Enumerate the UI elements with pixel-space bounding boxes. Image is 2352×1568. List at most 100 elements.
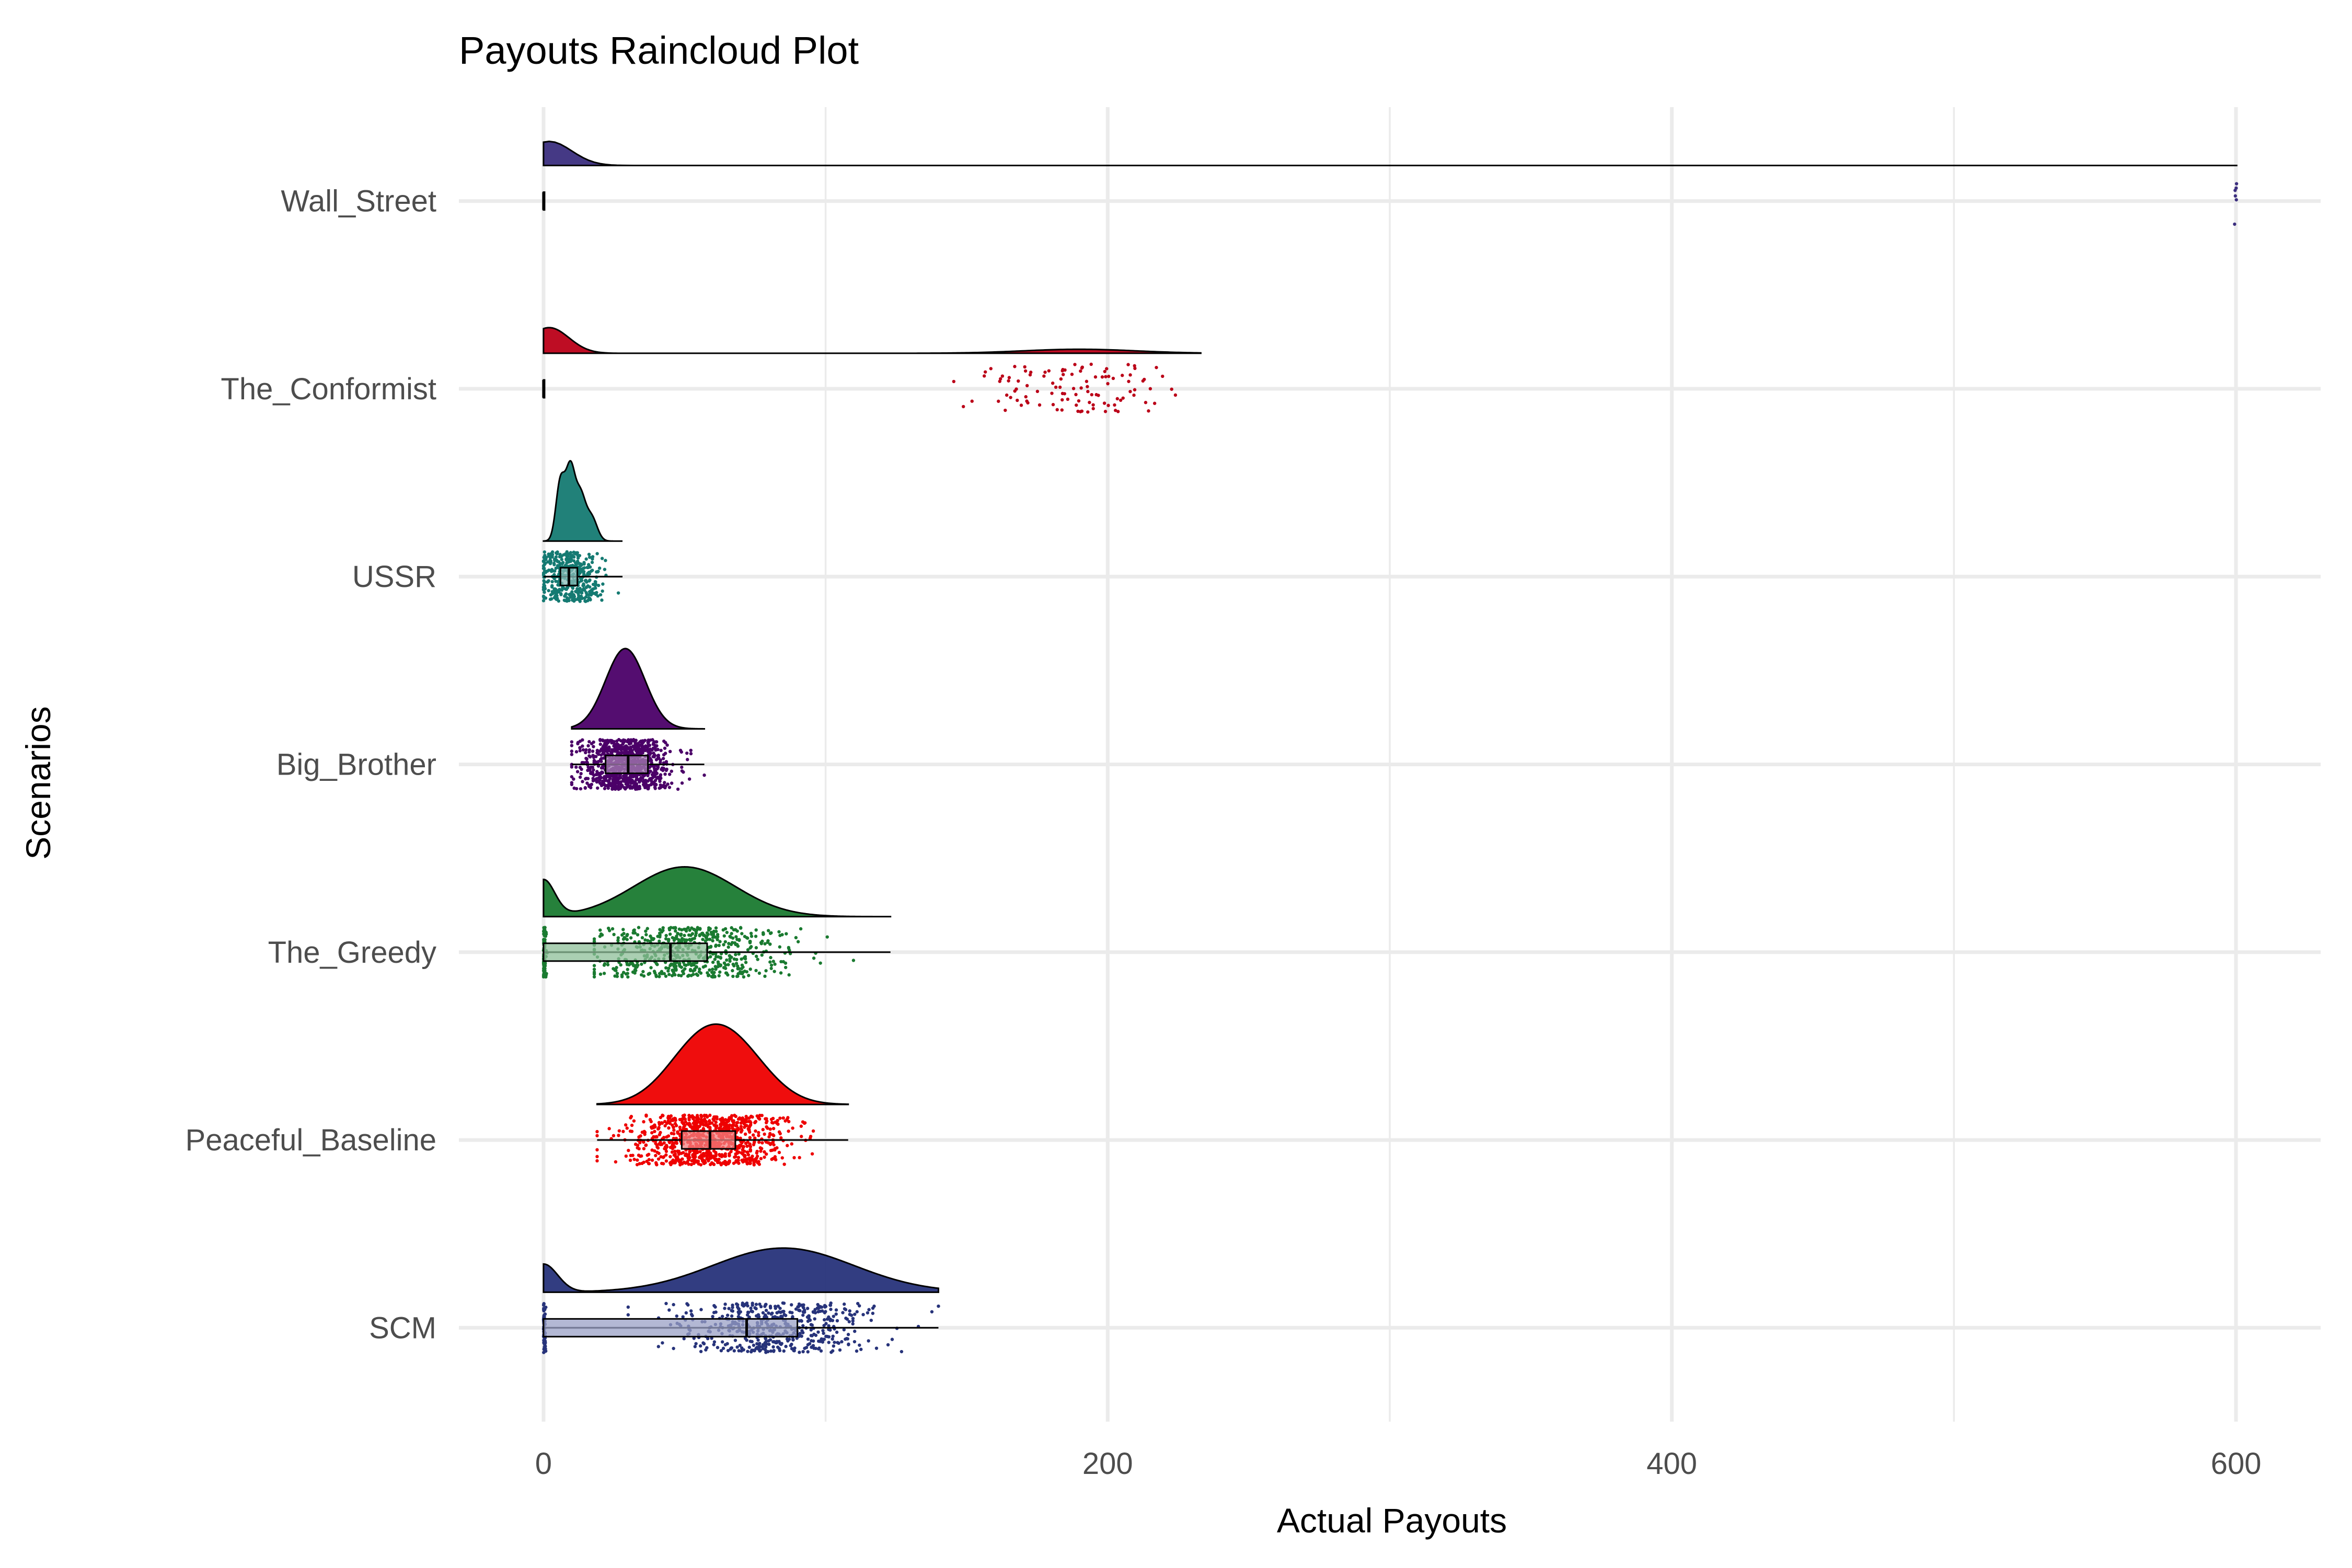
data-point: [766, 1350, 770, 1354]
data-point: [543, 926, 547, 929]
data-point: [737, 1349, 741, 1353]
data-point: [659, 1155, 663, 1159]
data-point: [747, 1345, 751, 1349]
data-point: [635, 782, 639, 786]
data-point: [595, 1148, 599, 1152]
data-point: [767, 1339, 770, 1343]
data-point: [748, 1148, 752, 1152]
data-point: [689, 1309, 693, 1313]
data-point: [570, 775, 574, 779]
data-point: [699, 1350, 703, 1353]
data-point: [613, 974, 617, 978]
data-point: [658, 778, 662, 781]
data-point: [716, 935, 720, 939]
data-point: [656, 1146, 660, 1150]
data-point: [688, 1150, 691, 1154]
box-body: [681, 1130, 736, 1150]
data-point: [799, 927, 803, 931]
data-point: [790, 1311, 794, 1315]
data-point: [592, 964, 596, 967]
data-point: [677, 938, 681, 942]
data-point: [787, 946, 791, 950]
data-point: [742, 975, 746, 979]
data-point: [652, 780, 656, 784]
density-cloud: [543, 327, 1202, 354]
data-point: [574, 765, 578, 769]
data-point: [1059, 377, 1063, 381]
data-point: [646, 939, 650, 942]
data-point: [682, 1125, 686, 1129]
data-point: [626, 1313, 630, 1317]
data-point: [720, 1340, 724, 1344]
data-point: [1055, 408, 1059, 412]
data-point: [831, 1334, 835, 1338]
data-point: [858, 1304, 861, 1308]
data-point: [659, 760, 662, 764]
data-point: [1089, 362, 1093, 366]
data-point: [680, 765, 684, 769]
data-point: [735, 943, 739, 947]
data-point: [664, 1149, 668, 1154]
data-point: [763, 1155, 766, 1159]
data-point: [694, 1342, 698, 1345]
data-point: [859, 1347, 863, 1351]
data-point: [783, 961, 788, 965]
data-point: [778, 1116, 782, 1120]
data-point: [725, 930, 729, 935]
data-point: [750, 1350, 753, 1354]
data-point: [847, 1320, 851, 1323]
data-point: [624, 1154, 628, 1158]
data-point: [597, 566, 602, 570]
data-point: [781, 1301, 785, 1305]
data-point: [711, 967, 714, 971]
data-point: [1080, 366, 1084, 370]
data-point: [595, 1134, 599, 1138]
data-point: [672, 1128, 676, 1132]
data-point: [842, 1328, 846, 1332]
data-point: [824, 1310, 827, 1313]
data-point: [1090, 393, 1094, 397]
data-point: [737, 1312, 741, 1316]
data-point: [640, 1131, 644, 1134]
data-point: [580, 591, 584, 595]
data-point: [734, 953, 737, 956]
data-point: [642, 748, 646, 752]
data-point: [607, 745, 611, 749]
data-point: [763, 974, 767, 978]
data-point: [653, 1149, 656, 1153]
data-point: [1132, 393, 1136, 397]
data-point: [666, 1115, 670, 1120]
data-point: [650, 1126, 654, 1130]
data-point: [766, 940, 769, 944]
data-point: [822, 1331, 825, 1335]
data-point: [673, 1160, 677, 1165]
data-point: [706, 932, 710, 936]
boxplots: [542, 191, 939, 1338]
data-point: [584, 751, 587, 755]
data-point: [829, 1307, 833, 1311]
data-point: [730, 931, 733, 936]
data-point: [747, 1120, 751, 1123]
data-point: [776, 1304, 780, 1308]
data-point: [728, 959, 732, 963]
data-point: [642, 1160, 645, 1164]
data-point: [851, 959, 856, 962]
data-point: [803, 1310, 806, 1314]
data-point: [636, 963, 640, 967]
data-point: [648, 769, 651, 774]
data-point: [664, 1147, 668, 1150]
data-point: [553, 569, 557, 573]
data-point: [824, 1305, 828, 1308]
data-point: [765, 1117, 768, 1121]
data-point: [782, 1162, 786, 1166]
data-point: [591, 591, 595, 595]
data-point: [642, 774, 647, 777]
data-point: [697, 1125, 701, 1128]
data-point: [1060, 391, 1065, 396]
data-point: [601, 582, 605, 586]
data-point: [805, 1307, 810, 1310]
data-point: [713, 965, 717, 969]
data-point: [2234, 182, 2239, 186]
data-point: [851, 1322, 855, 1326]
data-point: [723, 940, 727, 944]
